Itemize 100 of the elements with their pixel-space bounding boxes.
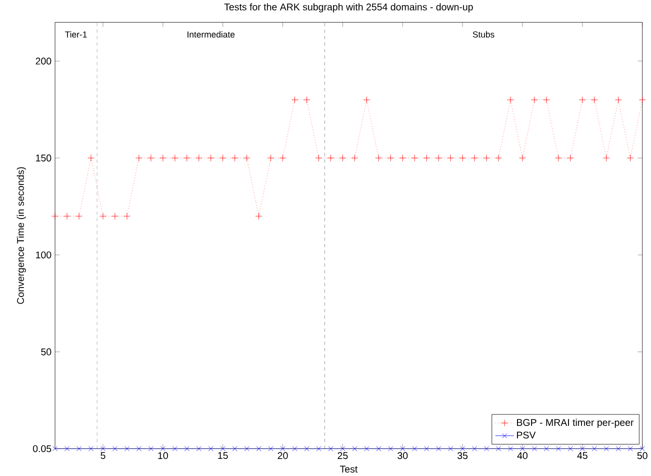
point xyxy=(280,446,286,452)
y-tick-label: 200 xyxy=(36,58,52,65)
point xyxy=(411,154,418,162)
point xyxy=(459,154,466,162)
point xyxy=(364,446,370,452)
y-tick-label: 0.05 xyxy=(32,445,52,452)
point xyxy=(628,446,633,452)
point xyxy=(267,154,274,162)
y-tick-label: 150 xyxy=(36,154,52,162)
x-axis-title: Test xyxy=(340,466,358,473)
point xyxy=(412,446,418,452)
point xyxy=(602,154,610,162)
point xyxy=(303,96,310,104)
x-tick-label: 45 xyxy=(577,452,588,460)
point xyxy=(566,154,574,162)
x-tick-label: 50 xyxy=(637,452,648,460)
point xyxy=(292,446,298,452)
x-tick-label: 30 xyxy=(398,452,408,460)
point xyxy=(471,154,478,162)
point xyxy=(135,154,142,162)
point xyxy=(219,154,226,162)
point xyxy=(472,446,478,452)
point xyxy=(136,446,142,452)
point xyxy=(220,446,226,452)
point xyxy=(376,446,382,452)
point xyxy=(256,446,262,452)
point xyxy=(64,446,70,452)
point xyxy=(244,446,250,452)
annotation: Intermediate xyxy=(188,31,235,38)
point xyxy=(268,446,274,452)
point xyxy=(460,446,466,452)
point xyxy=(640,446,645,452)
y-tick-label: 100 xyxy=(36,252,52,258)
x-tick-label: 15 xyxy=(218,452,228,460)
point xyxy=(88,446,94,452)
point xyxy=(508,446,514,452)
point xyxy=(52,446,58,452)
point xyxy=(424,446,430,452)
point xyxy=(388,446,394,452)
legend-label: BGP - MRAI timer per-peer xyxy=(517,418,634,428)
point xyxy=(64,212,70,220)
point xyxy=(316,446,322,452)
point xyxy=(327,154,334,162)
x-tick-label: 25 xyxy=(338,452,348,460)
point xyxy=(124,446,130,452)
point xyxy=(100,446,106,452)
point xyxy=(496,446,502,452)
point xyxy=(638,96,646,104)
point xyxy=(160,446,166,452)
chart-title: Tests for the ARK subgraph with 2554 domains - down-up xyxy=(224,3,473,12)
point xyxy=(447,154,454,162)
point xyxy=(542,96,550,104)
point xyxy=(148,446,154,452)
point xyxy=(123,212,130,220)
x-tick-label: 10 xyxy=(158,452,168,460)
point xyxy=(279,154,286,162)
point xyxy=(435,154,442,162)
x-tick-label: 20 xyxy=(278,452,288,460)
point xyxy=(626,154,634,162)
point xyxy=(76,446,82,452)
point xyxy=(339,154,346,162)
point xyxy=(568,446,573,452)
y-tick-label: 50 xyxy=(41,348,52,356)
x-tick-label: 35 xyxy=(458,452,468,460)
point xyxy=(195,154,202,162)
point xyxy=(592,446,597,452)
point xyxy=(554,154,562,162)
point xyxy=(291,96,298,104)
point xyxy=(328,446,334,452)
point xyxy=(363,96,370,104)
point xyxy=(340,446,346,452)
point xyxy=(448,446,454,452)
point xyxy=(616,446,621,452)
point xyxy=(315,154,322,162)
point xyxy=(112,446,118,452)
point xyxy=(400,446,406,452)
point xyxy=(436,446,442,452)
point xyxy=(578,96,586,104)
point xyxy=(111,212,118,220)
point xyxy=(590,96,598,104)
annotation: Tier-1 xyxy=(65,31,87,38)
point xyxy=(614,96,622,104)
point xyxy=(556,446,561,452)
point xyxy=(352,446,358,452)
point xyxy=(52,212,59,220)
point xyxy=(532,446,537,452)
point xyxy=(375,154,382,162)
point xyxy=(423,154,430,162)
point xyxy=(484,446,490,452)
point xyxy=(232,446,238,452)
point xyxy=(243,154,250,162)
point xyxy=(387,154,394,162)
y-axis-title: Convergence Time (in seconds) xyxy=(16,167,26,304)
point xyxy=(172,446,178,452)
point xyxy=(207,154,214,162)
point xyxy=(159,154,166,162)
x-tick-label: 40 xyxy=(517,452,528,460)
point xyxy=(544,446,549,452)
point xyxy=(507,96,514,104)
point xyxy=(208,446,214,452)
